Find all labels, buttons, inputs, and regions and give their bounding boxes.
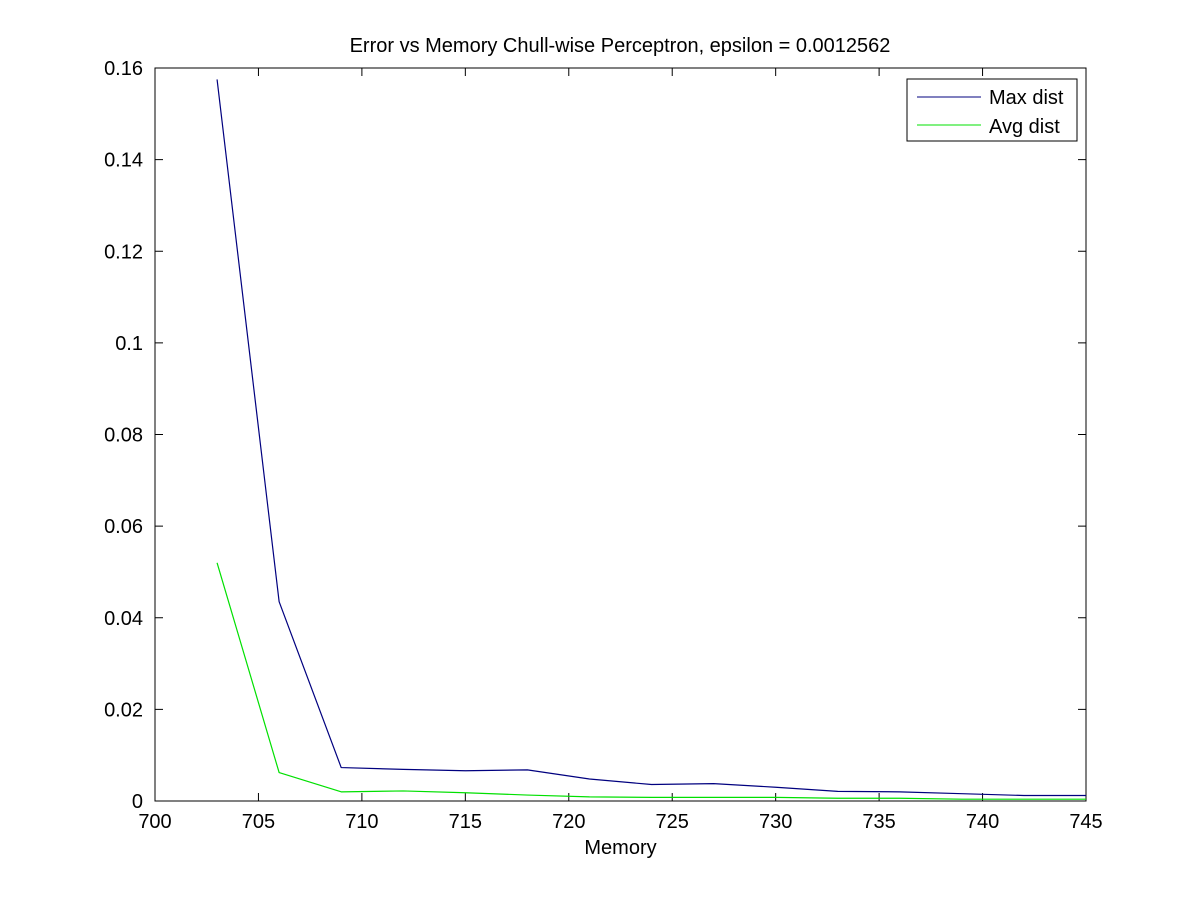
x-tick-label: 730 xyxy=(759,811,792,833)
y-tick-label: 0.02 xyxy=(104,699,143,721)
legend: Max dist Avg dist xyxy=(906,78,1078,142)
x-tick-label: 705 xyxy=(242,811,275,833)
axis-ticks: 700 705 710 715 720 725 730 735 740 745 0 0.02 0.04 0… xyxy=(104,58,1103,833)
x-tick-label: 745 xyxy=(1069,811,1102,833)
x-tick-label: 710 xyxy=(345,811,378,833)
x-tick-label: 725 xyxy=(656,811,689,833)
x-tick-label: 700 xyxy=(138,811,171,833)
y-tick-label: 0.16 xyxy=(104,58,143,80)
y-tick-label: 0.14 xyxy=(104,150,143,172)
y-tick-label: 0.08 xyxy=(104,425,143,447)
x-tick-label: 735 xyxy=(862,811,895,833)
series-line-max-dist xyxy=(216,79,1086,797)
y-tick-label: 0.04 xyxy=(104,608,143,630)
series-lines xyxy=(216,79,1086,800)
x-tick-label: 720 xyxy=(552,811,585,833)
chart-title: Error vs Memory Chull-wise Perceptron, e… xyxy=(350,35,891,57)
y-tick-label: 0 xyxy=(132,791,143,813)
plot-area xyxy=(154,67,1087,802)
series-line-avg-dist xyxy=(216,562,1086,800)
y-tick-label: 0.12 xyxy=(104,241,143,263)
legend-box xyxy=(906,78,1078,142)
x-axis-label: Memory xyxy=(584,837,656,859)
legend-label-max-dist: Max dist xyxy=(989,87,1064,109)
y-tick-label: 0.1 xyxy=(115,333,143,355)
legend-label-avg-dist: Avg dist xyxy=(989,116,1060,138)
y-tick-label: 0.06 xyxy=(104,516,143,538)
x-tick-label: 740 xyxy=(966,811,999,833)
x-tick-label: 715 xyxy=(449,811,482,833)
